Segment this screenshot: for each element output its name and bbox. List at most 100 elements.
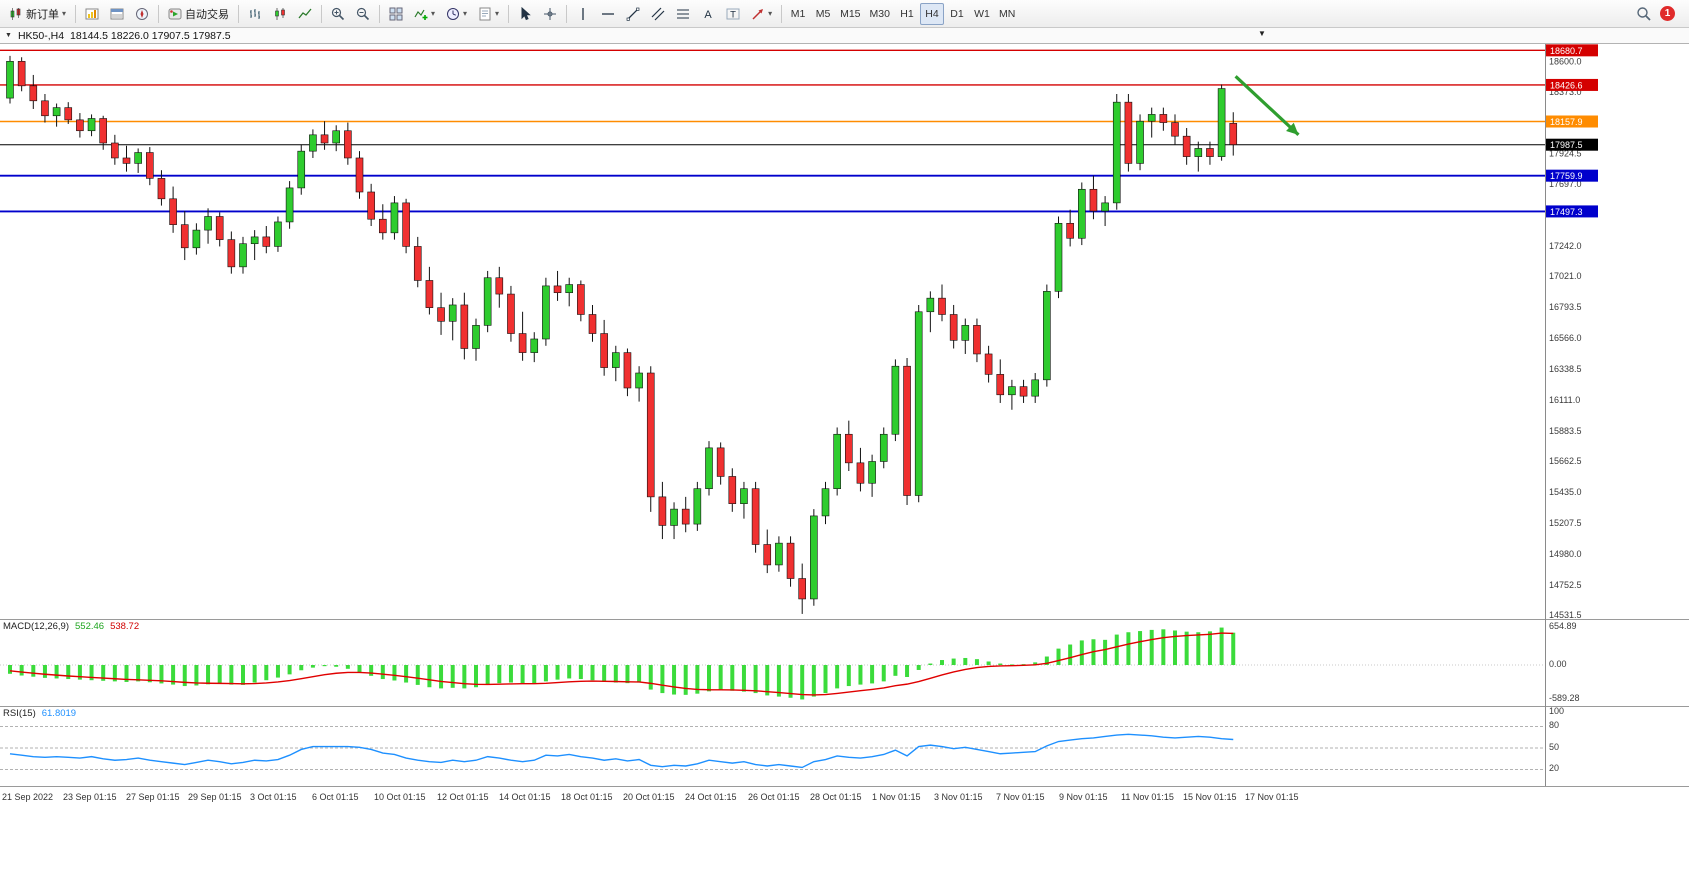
macd-histogram-bar: [1138, 631, 1143, 665]
macd-histogram-bar: [730, 665, 735, 691]
trend-arrow-head[interactable]: [1286, 122, 1299, 135]
trendline-icon: [626, 7, 640, 21]
macd-histogram-bar: [578, 665, 583, 680]
time-axis-label: 1 Nov 01:15: [872, 792, 921, 802]
templates-button[interactable]: ▾: [473, 3, 504, 25]
timeframe-m5-button[interactable]: M5: [811, 3, 835, 25]
candle-body: [297, 150, 306, 189]
horizontal-line-button[interactable]: [596, 3, 620, 25]
macd-histogram-bar: [310, 665, 315, 668]
channel-button[interactable]: [646, 3, 670, 25]
navigator-button[interactable]: [130, 3, 154, 25]
trend-arrow[interactable]: [1234, 75, 1300, 137]
macd-histogram-bar: [648, 665, 653, 690]
label-button[interactable]: T: [721, 3, 745, 25]
candle-body: [52, 107, 61, 117]
candle-body: [1089, 188, 1098, 212]
rsi-chart-area[interactable]: [0, 706, 1689, 786]
arrows-button[interactable]: ▾: [746, 3, 777, 25]
candle-body: [833, 433, 841, 490]
candle-body: [810, 515, 818, 600]
macd-histogram-bar: [357, 665, 362, 673]
macd-histogram-bar: [613, 665, 618, 683]
time-axis-label: 14 Oct 01:15: [499, 792, 551, 802]
macd-histogram-bar: [450, 665, 455, 688]
timeframe-d1-button[interactable]: D1: [945, 3, 969, 25]
crosshair-button[interactable]: [538, 3, 562, 25]
macd-histogram-bar: [8, 665, 12, 674]
timeframe-h1-button[interactable]: H1: [895, 3, 919, 25]
zoom-out-button[interactable]: [351, 3, 375, 25]
candle-body: [973, 325, 981, 355]
time-axis-label: 12 Oct 01:15: [437, 792, 489, 802]
rsi-label: RSI(15) 61.8019: [3, 708, 77, 719]
data-window-button[interactable]: [105, 3, 129, 25]
periods-button[interactable]: ▾: [441, 3, 472, 25]
fibonacci-button[interactable]: [671, 3, 695, 25]
candle-body: [1124, 101, 1133, 164]
zoom-out-icon: [356, 7, 370, 20]
macd-histogram-bar: [217, 665, 222, 684]
macd-histogram-bar: [741, 665, 746, 692]
timeframe-m15-button[interactable]: M15: [836, 3, 864, 25]
macd-histogram-bar: [439, 665, 444, 689]
macd-histogram-bar: [1114, 634, 1119, 665]
macd-histogram-bar: [275, 665, 280, 678]
candle-body: [1194, 148, 1203, 157]
price-tick-label: 16338.5: [1549, 364, 1582, 374]
time-axis-panel: 21 Sep 2022 23 Sep 01:15 27 Sep 01:15 29 Se…: [0, 786, 1689, 808]
bar-chart-button[interactable]: [243, 3, 267, 25]
candle-body: [192, 229, 201, 249]
candle-body: [76, 119, 84, 132]
candle-body: [99, 118, 107, 144]
candle-body: [565, 284, 574, 294]
chart-symbol-period: HK50-,H4: [17, 29, 65, 42]
time-axis-label: 29 Sep 01:15: [188, 792, 242, 802]
crosshair-icon: [544, 7, 557, 20]
new-order-button[interactable]: 新订单 ▾: [4, 3, 71, 25]
candle-body: [507, 293, 515, 334]
candle-body: [239, 243, 247, 268]
candlestick-chart-button[interactable]: [268, 3, 292, 25]
macd-histogram-bar: [334, 665, 339, 667]
timeframe-w1-button[interactable]: W1: [970, 3, 994, 25]
candle-body: [262, 236, 271, 247]
cursor-button[interactable]: [513, 3, 537, 25]
timeframe-m1-button[interactable]: M1: [786, 3, 810, 25]
text-button[interactable]: A: [696, 3, 720, 25]
chart-shift-marker[interactable]: ▼: [1258, 29, 1266, 38]
price-chart-area[interactable]: 18600.0 18373.0 17924.5 17697.0 17242.0 17021…: [0, 44, 1689, 620]
timeframe-h4-button[interactable]: H4: [919, 2, 944, 25]
autotrading-button[interactable]: 自动交易: [163, 3, 234, 25]
macd-histogram-bar: [124, 665, 129, 682]
macd-histogram-bar: [1033, 662, 1038, 665]
candle-body: [122, 157, 131, 164]
timeframe-m30-button[interactable]: M30: [866, 3, 894, 25]
window-menu-icon[interactable]: ▼: [5, 32, 12, 39]
line-chart-button[interactable]: [293, 3, 317, 25]
macd-histogram-bar: [1021, 664, 1026, 665]
trendline-button[interactable]: [621, 3, 645, 25]
candle-body: [6, 61, 14, 99]
search-icon[interactable]: [1636, 6, 1652, 22]
price-tick-label: 17021.0: [1549, 271, 1582, 281]
candle-body: [914, 311, 923, 496]
notification-badge[interactable]: 1: [1660, 6, 1675, 21]
vertical-line-button[interactable]: [571, 3, 595, 25]
candlestick-chart-icon: [275, 7, 285, 20]
candle-body: [378, 218, 387, 234]
time-axis-label: 18 Oct 01:15: [561, 792, 613, 802]
candle-body: [903, 365, 911, 496]
tile-windows-button[interactable]: [384, 3, 408, 25]
market-watch-button[interactable]: [80, 3, 104, 25]
zoom-in-button[interactable]: [326, 3, 350, 25]
price-tick-label: 17242.0: [1549, 241, 1582, 251]
time-axis[interactable]: 21 Sep 2022 23 Sep 01:15 27 Sep 01:15 29 Se…: [0, 786, 1689, 808]
candle-body: [949, 314, 958, 341]
macd-chart-area[interactable]: [0, 619, 1689, 706]
macd-histogram-bar: [602, 665, 607, 682]
candle-body: [600, 333, 608, 368]
timeframe-mn-button[interactable]: MN: [995, 3, 1019, 25]
indicators-button[interactable]: ▾: [409, 3, 440, 25]
macd-histogram-bar: [1009, 664, 1014, 666]
